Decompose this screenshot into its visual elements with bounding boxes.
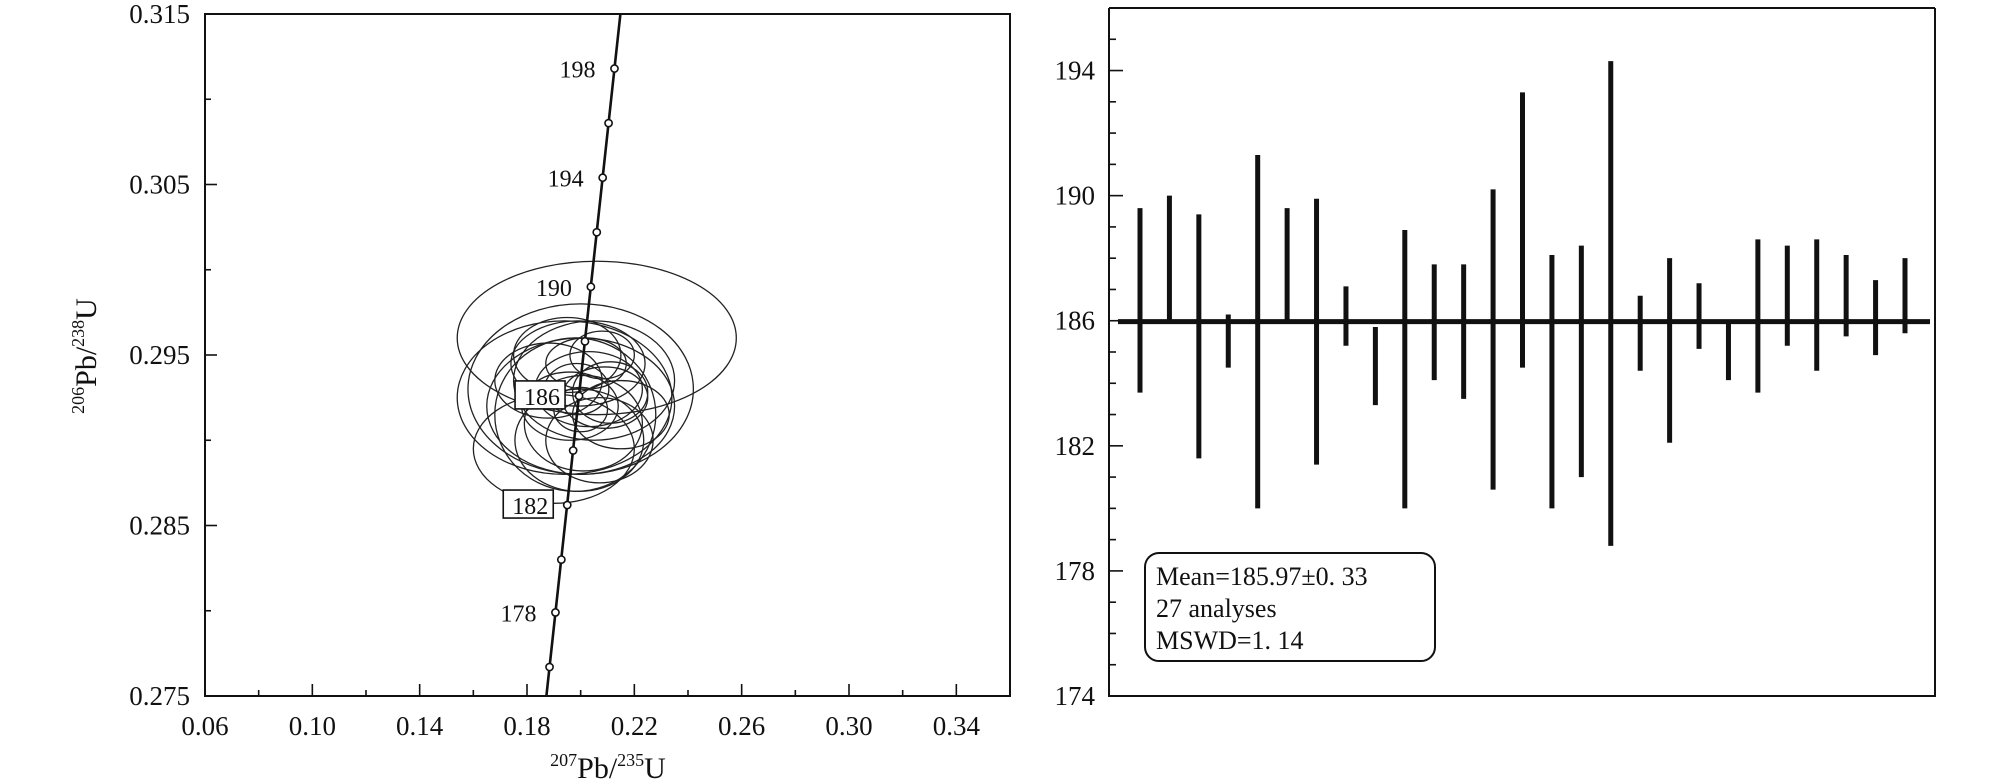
age-marker bbox=[604, 118, 613, 128]
x-tick-label: 0.10 bbox=[289, 711, 336, 741]
y-tick-label: 178 bbox=[1055, 556, 1096, 586]
age-marker bbox=[545, 662, 554, 672]
age-marker bbox=[574, 391, 584, 401]
error-ellipse bbox=[523, 374, 644, 472]
age-label: 190 bbox=[536, 276, 572, 302]
y-tick-label: 0.275 bbox=[129, 681, 190, 711]
x-tick-label: 0.30 bbox=[825, 711, 872, 741]
y-tick-label: 174 bbox=[1055, 681, 1096, 711]
age-label: 182 bbox=[512, 494, 548, 520]
age-marker bbox=[610, 64, 619, 73]
age-marker bbox=[598, 173, 608, 183]
age-label-box bbox=[514, 380, 566, 410]
y-axis-title: 206Pb/238U bbox=[68, 298, 103, 414]
x-tick-label: 0.06 bbox=[181, 711, 228, 741]
y-tick-label: 186 bbox=[1055, 306, 1096, 336]
age-label-box bbox=[502, 489, 555, 519]
age-marker bbox=[568, 446, 578, 455]
error-ellipses bbox=[456, 260, 737, 504]
age-marker bbox=[562, 500, 572, 510]
concordia-line bbox=[545, 13, 622, 697]
age-marker bbox=[556, 555, 566, 564]
error-ellipse bbox=[494, 342, 603, 419]
stats-box: Mean=185.97±0. 33 27 analyses MSWD=1. 14 bbox=[1144, 552, 1436, 662]
x-tick-label: 0.14 bbox=[396, 711, 444, 741]
stats-mean: Mean=185.97±0. 33 bbox=[1156, 562, 1368, 591]
age-labels: 198 194 190 186 182 178 bbox=[500, 58, 595, 628]
x-tick-label: 0.18 bbox=[503, 711, 550, 741]
y-tick-label: 0.295 bbox=[129, 340, 190, 370]
stats-analyses: 27 analyses bbox=[1156, 594, 1277, 623]
error-bars bbox=[1137, 61, 1908, 546]
age-label: 186 bbox=[524, 385, 560, 411]
concordia-frame bbox=[204, 13, 1011, 697]
y-tick-label: 190 bbox=[1055, 181, 1096, 211]
age-marker bbox=[586, 282, 596, 292]
stats-box-border bbox=[1144, 552, 1436, 662]
x-tick-label: 0.26 bbox=[718, 711, 765, 741]
error-ellipse bbox=[512, 316, 622, 394]
age-label: 198 bbox=[559, 58, 595, 84]
weighted-mean-plot: 174 178 182 186 190 194 Mean=185.97±0. 33 27 … bbox=[1055, 7, 1936, 711]
weighted-mean-axes: 174 178 182 186 190 194 bbox=[1055, 38, 1123, 711]
weighted-mean-frame bbox=[1108, 8, 1936, 697]
y-tick-label: 0.315 bbox=[129, 0, 190, 29]
error-ellipse bbox=[569, 330, 635, 380]
error-ellipse bbox=[571, 379, 670, 450]
y-tick-label: 0.305 bbox=[129, 170, 190, 200]
concordia-curve bbox=[545, 13, 622, 697]
x-axis-title: 207Pb/235U bbox=[550, 750, 666, 784]
x-tick-label: 0.34 bbox=[933, 711, 981, 741]
age-marker bbox=[580, 336, 590, 346]
x-tick-label: 0.22 bbox=[611, 711, 658, 741]
concordia-axes: 0.06 0.10 0.14 0.18 0.22 0.26 0.30 0.34 0.275 0.2… bbox=[129, 0, 980, 741]
y-tick-label: 194 bbox=[1055, 56, 1096, 86]
error-ellipse bbox=[512, 320, 676, 441]
y-tick-label: 0.285 bbox=[129, 511, 190, 541]
age-marker bbox=[551, 608, 560, 617]
y-tick-label: 182 bbox=[1055, 431, 1096, 461]
age-marker bbox=[592, 227, 602, 237]
error-ellipse bbox=[456, 260, 737, 416]
stats-mswd: MSWD=1. 14 bbox=[1156, 626, 1304, 655]
error-ellipse bbox=[571, 361, 649, 424]
age-label: 178 bbox=[500, 601, 536, 627]
age-label: 194 bbox=[548, 167, 584, 193]
